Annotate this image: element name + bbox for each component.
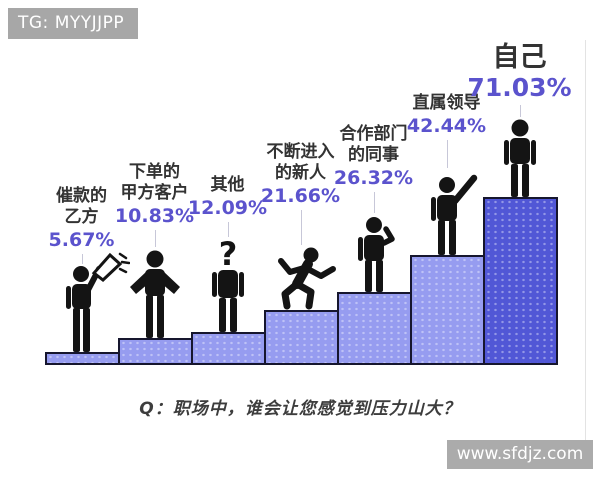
category-label-2: 下单的 甲方客户 10.83% [85,162,225,228]
site-watermark: www.sfdjz.com [447,440,593,469]
bar-7 [483,197,558,365]
label-connector-line [446,140,448,168]
category-name: 直属领导 [412,92,481,113]
percentage-value: 71.03% [467,73,572,103]
category-name: 下单的 [129,162,180,183]
category-label-6: 直属领导 42.44% [377,93,517,138]
category-label-7: 自己 71.03% [450,42,590,103]
category-name: 自己 [492,42,547,74]
category-name: 甲方客户 [120,182,189,203]
category-name: 催款的 [56,186,107,207]
category-name: 乙方 [64,206,99,227]
bar-1 [45,352,120,365]
percentage-value: 10.83% [114,205,195,228]
telegram-badge: TG: MYYJJPP [8,8,139,39]
bar-4 [264,310,339,365]
category-name: 的新人 [275,162,326,183]
category-label-3: 其他 12.09% [158,175,298,220]
category-name: 不断进入 [266,142,335,163]
category-name: 合作部门 [339,124,408,145]
bar-2 [118,338,193,365]
label-connector-line [519,105,521,117]
running-person-icon [259,246,343,310]
bar-3 [191,332,266,365]
category-label-5: 合作部门 的同事 26.32% [304,124,444,190]
svg-text:?: ? [218,240,237,273]
percentage-value: 12.09% [187,197,268,220]
label-connector-line [373,192,375,213]
bar-6 [410,255,485,365]
category-name: 其他 [210,174,245,195]
category-name: 的同事 [348,144,399,165]
right-edge-line [585,40,586,440]
percentage-value: 26.32% [333,167,414,190]
megaphone-person-icon [52,252,130,352]
akimbo-person-icon [120,250,190,338]
standing-person-icon [492,119,548,197]
arm-raised-person-icon [414,171,490,255]
label-connector-line [81,254,83,264]
category-label-4: 不断进入 的新人 21.66% [231,142,371,208]
percentage-value: 21.66% [260,185,341,208]
label-connector-line [227,222,229,237]
percentage-value: 5.67% [48,229,115,252]
thinking-person-icon [345,216,403,292]
survey-question: Q：职场中，谁会让您感觉到压力山大？ [139,399,461,419]
label-connector-line [154,230,156,247]
percentage-value: 42.44% [406,115,487,138]
bar-5 [337,292,412,365]
label-connector-line [300,210,302,245]
category-label-1: 催款的 乙方 5.67% [12,186,152,252]
question-person-icon: ? [200,235,256,332]
